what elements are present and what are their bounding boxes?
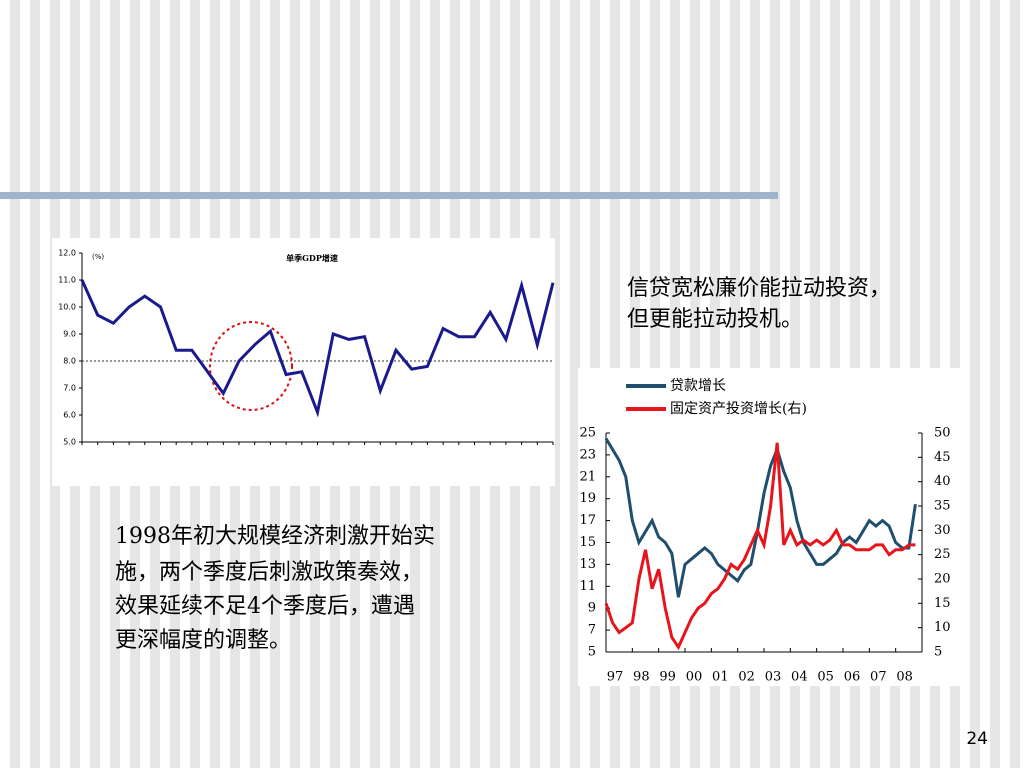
note-line: 施，两个季度后刺激政策奏效， [115,560,423,585]
y-tick-label: 9 [588,601,596,616]
chart1-bg [52,238,555,486]
note-line: 1998年初大规模经济刺激开始实 [115,524,435,549]
y2-tick-label: 45 [934,450,951,465]
y-tick-label: 13 [579,557,596,572]
y-tick-label: 7.0 [63,384,76,393]
x-tick-label: 03 [765,670,782,685]
note-line: 信贷宽松廉价能拉动投资， [627,276,891,301]
y2-tick-label: 50 [934,426,951,441]
x-tick-label: 99 [659,670,676,685]
y-tick-label: 25 [579,426,596,441]
note-line: 但更能拉动投机。 [627,307,803,332]
y2-tick-label: 20 [934,572,951,587]
y-tick-label: 5.0 [63,438,76,447]
page-number: 24 [966,729,988,749]
y-tick-label: 11.0 [58,276,76,285]
y-tick-label: 17 [579,513,596,528]
x-tick-label: 97 [607,670,624,685]
series-line [604,442,916,651]
chart2-bg [578,368,961,686]
x-tick-label: 05 [817,670,834,685]
x-tick-label: 98 [633,670,650,685]
gdp-line [80,279,555,418]
y-tick-label: 6.0 [63,411,76,420]
header-bar [0,192,778,199]
x-tick-label: 02 [738,670,755,685]
note-line: 更深幅度的调整。 [115,628,291,653]
series-line [604,437,917,598]
y2-tick-label: 25 [934,547,951,562]
y2-tick-label: 35 [934,499,951,514]
x-tick-label: 08 [896,670,913,685]
y-tick-label: 15 [579,535,596,550]
highlight-circle [209,321,293,411]
note-line: 效果延续不足4个季度后，遭遇 [115,594,415,619]
y-tick-label: 23 [579,447,596,462]
x-tick-label: 04 [791,670,808,685]
y-tick-label: 19 [579,491,596,506]
y2-tick-label: 15 [934,596,951,611]
y-tick-label: 21 [579,469,596,484]
chart1-title: 单季GDP增速 [286,253,338,263]
y-tick-label: 11 [579,579,596,594]
chart1-ylabel: (%) [92,253,104,261]
y2-tick-label: 10 [934,620,951,635]
legend-label: 贷款增长 [670,378,726,394]
y2-tick-label: 40 [934,474,951,489]
y-tick-label: 8.0 [63,357,76,366]
y-tick-label: 12.0 [58,249,76,258]
x-tick-label: 06 [844,670,861,685]
y-tick-label: 7 [588,623,596,638]
y2-tick-label: 30 [934,523,951,538]
y-tick-label: 10.0 [58,303,76,312]
legend-label: 固定资产投资增长(右) [670,401,807,417]
x-tick-label: 01 [712,670,729,685]
x-tick-label: 07 [870,670,887,685]
y-tick-label: 5 [588,645,596,660]
y-tick-label: 9.0 [63,330,76,339]
x-tick-label: 00 [686,670,703,685]
y2-tick-label: 5 [934,645,942,660]
